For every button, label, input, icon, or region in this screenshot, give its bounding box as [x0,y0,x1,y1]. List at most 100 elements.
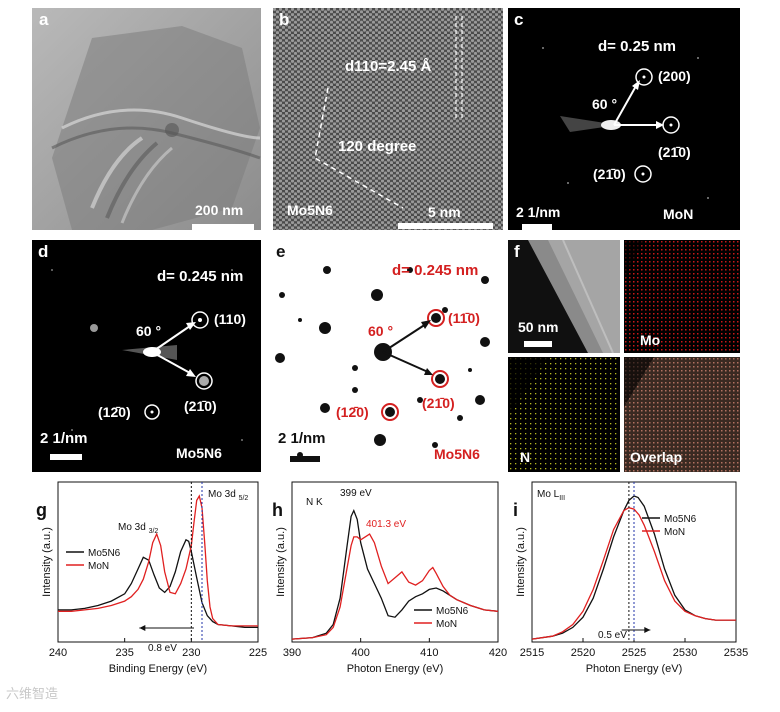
legend-label: MoN [88,561,109,572]
scale-bar-label: 2 1/nm [40,430,88,447]
panel-label: i [513,500,519,520]
panel-f-mo-map: Mo [624,240,740,353]
legend-label: Mo5N6 [436,606,469,617]
material-label: Mo5N6 [176,445,222,461]
scale-bar [290,456,320,462]
annotation-sub: 3/2 [148,528,159,535]
saed-pattern [542,47,709,199]
scale-bar [524,341,552,347]
annotation-text: Mo 3d [208,489,236,500]
panel-f-n-map: N [508,357,620,472]
spot-label: (11̄0) [448,310,480,326]
panel-b-hrtem: b d110=2.45 Å 120 degree Mo5N6 5 nm [273,8,503,230]
spot-label: (21̄0) [422,395,455,411]
x-tick-label: 2525 [622,647,646,659]
series-line [58,538,258,629]
annotation-sub: 5/2 [238,495,249,502]
mo-map [624,240,740,353]
saed-pattern [51,269,243,441]
spot-label: (12̄0) [336,404,369,420]
angle-label: 120 degree [338,138,417,155]
annotation-mo3d52: Mo 3d 5/2 [208,489,248,502]
panel-f-haadf: f 50 nm [508,240,620,353]
panel-a-tem-image: a 200 nm [32,8,261,230]
scale-bar [192,224,254,230]
y-axis-label: Intensity (a.u.) [515,527,527,597]
map-label: Mo [640,332,661,348]
x-axis-label: Photon Energy (eV) [347,663,444,675]
x-tick-label: 230 [182,647,200,659]
map-label: N [520,449,531,465]
overlap-map [624,357,740,472]
scale-bar-label: 2 1/nm [516,204,561,220]
chart-g: 240 235 230 225 Binding Energy (eV) Intensity… [41,481,267,675]
angle-label: 60 ° [136,323,162,339]
map-label: Overlap [630,449,683,465]
shift-arrowhead [139,625,146,631]
legend-label: MoN [436,619,457,630]
x-axis-label: Photon Energy (eV) [586,663,683,675]
scale-bar [522,224,552,230]
legend-label: Mo5N6 [664,514,697,525]
x-tick-label: 2535 [724,647,748,659]
panel-d-saed: d d= 0.245 nm 60 ° (110) (21̄0) (12̄0) 2… [32,240,261,472]
series-line [531,507,736,640]
spot-label: (21̄0) [658,144,691,160]
spot-label: (21̄0) [593,166,626,182]
annotation-399: 399 eV [340,488,372,499]
legend-label: MoN [664,527,685,538]
panel-label: b [279,10,290,29]
lattice-graphic [273,8,503,230]
scale-bar-label: 5 nm [428,204,461,220]
spot-label: (12̄0) [98,404,131,420]
spot-label: (21̄0) [184,398,217,414]
series-line [58,494,258,627]
panel-e-simulated-pattern: e d= 0.245 nm 60 ° (11̄0) (21̄0) (12̄0) … [270,240,504,472]
spot-label: (200) [658,68,691,84]
panel-c-saed: c d= 0.25 nm 60 ° (200) (21̄0) (21̄0) 2 … [508,8,740,230]
panel-label: d [38,242,49,261]
annotation-401: 401.3 eV [366,519,407,530]
scale-bar-label: 200 nm [195,202,244,218]
annotation-mol3: Mo LIII [537,489,565,502]
material-label: MoN [663,206,694,222]
haadf-image [528,240,620,353]
panel-f-overlap-map: Overlap [624,357,740,472]
x-axis-label: Binding Energy (eV) [109,663,207,675]
scale-bar-label: 50 nm [518,319,559,335]
panel-label: c [514,10,524,29]
annotation-text: Mo 3d [118,522,146,533]
shift-arrowhead [644,627,651,633]
series-line [291,533,499,640]
angle-label: 60 ° [368,323,394,339]
y-axis-label: Intensity (a.u.) [41,527,53,597]
panel-label: e [276,242,286,261]
x-tick-label: 2530 [673,647,697,659]
d-label: d= 0.245 nm [157,268,244,285]
tem-image-graphic [32,8,261,230]
x-tick-label: 400 [351,647,369,659]
scale-bar [398,223,493,229]
x-tick-label: 390 [283,647,301,659]
x-tick-label: 410 [420,647,438,659]
d-label: d= 0.245 nm [392,262,479,279]
x-tick-label: 240 [49,647,67,659]
d-spacing-label: d110=2.45 Å [345,58,432,75]
legend-label: Mo5N6 [88,548,121,559]
annotation-text: Mo L [537,489,560,500]
plot-frame [57,481,259,643]
panel-label: g [36,500,47,520]
spectra-row: 240 235 230 225 Binding Energy (eV) Intensity… [41,481,748,675]
annotation-sub: III [559,495,566,502]
d-label: d= 0.25 nm [598,38,676,55]
scale-bar [50,454,82,460]
annotation-mo3d32: Mo 3d 3/2 [118,522,158,535]
spot-label: (110) [214,311,246,327]
x-tick-label: 235 [115,647,133,659]
x-tick-label: 2515 [520,647,544,659]
angle-label: 60 ° [592,96,618,112]
panel-label: f [514,242,520,261]
chart-h: 390 400 410 420 Photon Energy (eV) Intensity … [275,481,507,675]
panel-label: h [272,500,283,520]
x-tick-label: 225 [249,647,267,659]
